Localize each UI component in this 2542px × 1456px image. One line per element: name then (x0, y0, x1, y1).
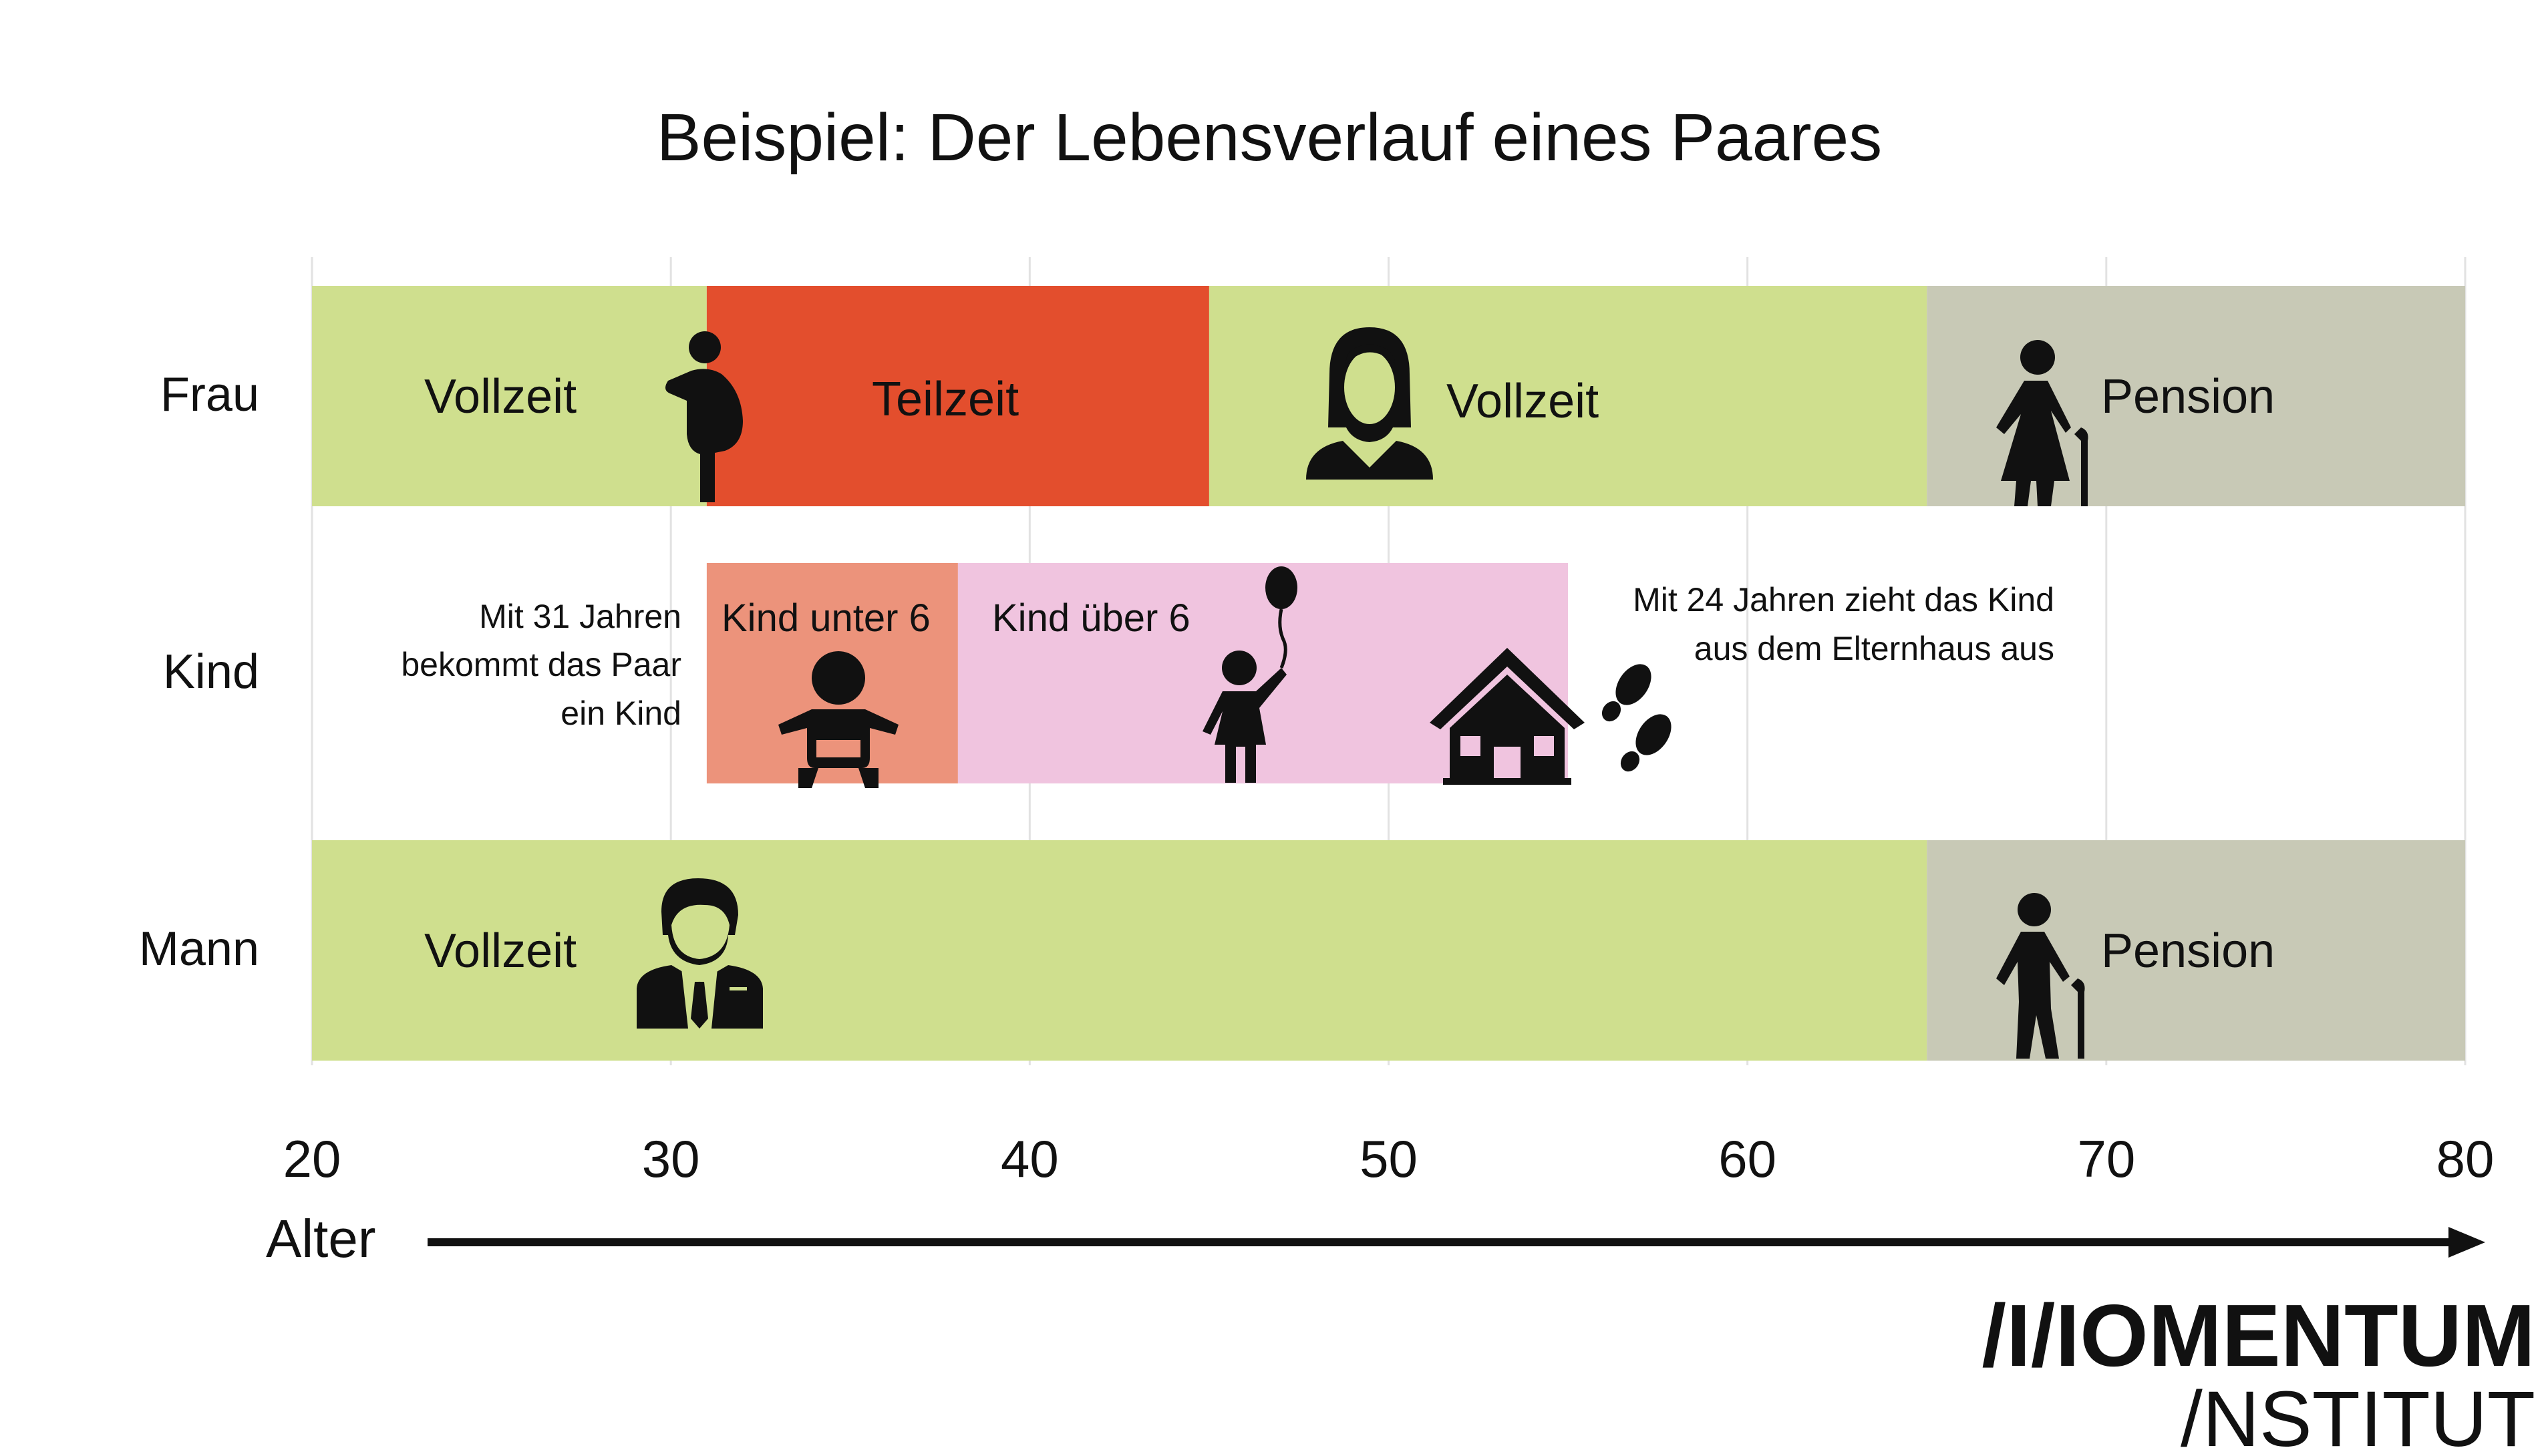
logo-line-1: /I/IOMENTUM (1981, 1286, 2535, 1385)
row-label-mann: Mann (139, 922, 259, 976)
logo-line-2: /NSTITUT (2181, 1375, 2535, 1456)
label-mann-pension: Pension (2101, 924, 2275, 978)
label-frau-teilzeit: Teilzeit (872, 373, 1019, 426)
businessman-icon (637, 878, 763, 1029)
annotation-birth-line-2: bekommt das Paar (401, 646, 681, 683)
annotation-birth-line-3: ein Kind (561, 695, 681, 732)
elderly-woman-icon (1996, 340, 2088, 506)
x-tick-label-60: 60 (1718, 1129, 1776, 1188)
x-tick-label-40: 40 (1001, 1129, 1059, 1188)
bar-frau-1 (706, 286, 1209, 506)
label-mann-vollzeit: Vollzeit (424, 924, 577, 978)
annotation-moveout-line-2: aus dem Elternhaus aus (1694, 630, 2054, 667)
bar-mann-0 (312, 840, 1927, 1061)
label-frau-vollzeit-1: Vollzeit (424, 370, 577, 423)
house-icon (1430, 648, 1585, 785)
label-kind-ueber-6: Kind über 6 (992, 596, 1190, 640)
footprints-icon (1601, 664, 1672, 772)
label-kind-unter-6: Kind unter 6 (722, 596, 931, 640)
woman-icon (1306, 327, 1433, 480)
x-tick-label-50: 50 (1360, 1129, 1418, 1188)
row-label-frau: Frau (160, 368, 259, 421)
annotation-birth-line-1: Mit 31 Jahren (479, 598, 681, 635)
momentum-logo: /I/IOMENTUM /NSTITUT (1981, 1286, 2535, 1456)
annotation-moveout-line-1: Mit 24 Jahren zieht das Kind (1633, 581, 2054, 618)
baby-icon (778, 651, 899, 788)
x-tick-label-30: 30 (642, 1129, 700, 1188)
x-axis-arrow (428, 1227, 2485, 1258)
x-tick-label-20: 20 (283, 1129, 341, 1188)
pregnant-woman-icon (665, 331, 743, 502)
x-tick-label-70: 70 (2077, 1129, 2135, 1188)
label-frau-vollzeit-2: Vollzeit (1446, 375, 1599, 428)
annotations: Mit 31 Jahren bekommt das Paar ein Kind … (401, 581, 2054, 732)
segment-labels: Vollzeit Teilzeit Vollzeit Pension Kind … (424, 370, 2275, 978)
row-label-kind: Kind (163, 645, 259, 699)
chart-title: Beispiel: Der Lebensverlauf eines Paares (657, 100, 1882, 175)
bar-frau-0 (312, 286, 707, 506)
child-balloon-icon (1203, 566, 1297, 783)
x-axis-label: Alter (266, 1209, 376, 1268)
x-tick-labels: 20 30 40 50 60 70 80 (283, 1129, 2495, 1188)
row-labels: Frau Kind Mann (139, 368, 259, 976)
x-tick-label-80: 80 (2436, 1129, 2495, 1188)
label-frau-pension: Pension (2101, 370, 2275, 423)
elderly-man-icon (1996, 893, 2085, 1059)
